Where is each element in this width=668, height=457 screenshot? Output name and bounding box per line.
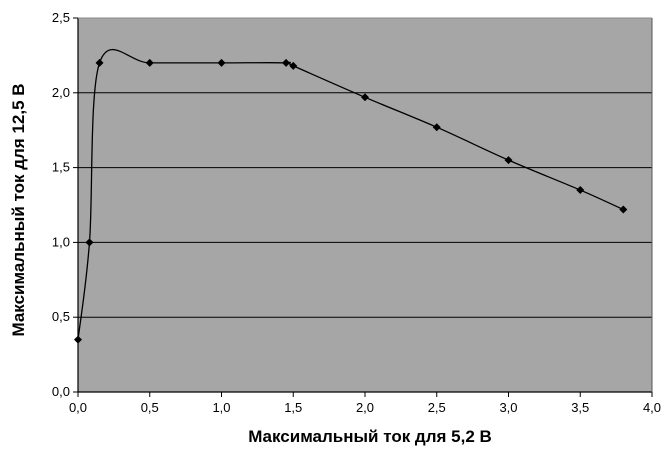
data-point (217, 58, 226, 67)
data-point (504, 156, 513, 165)
data-point (145, 58, 154, 67)
x-tick-label: 0,5 (141, 400, 159, 415)
data-point (95, 58, 104, 67)
x-tick-label: 0,0 (69, 400, 87, 415)
x-axis-title: Максимальный ток для 5,2 В (248, 427, 492, 446)
x-axis-tick-labels: 0,0 0,5 1,0 1,5 2,0 2,5 3,0 3,5 4,0 (69, 392, 661, 415)
data-markers (74, 58, 628, 344)
data-point (282, 58, 291, 67)
y-tick-label: 1,5 (52, 160, 70, 175)
data-point (619, 205, 628, 214)
x-tick-label: 2,5 (428, 400, 446, 415)
y-tick-label: 0,0 (52, 384, 70, 399)
x-tick-label: 3,0 (499, 400, 517, 415)
y-axis-title: Максимальный ток для 12,5 В (9, 83, 28, 336)
data-point (432, 123, 441, 132)
data-point (361, 93, 369, 102)
data-point (85, 238, 94, 247)
x-tick-label: 1,5 (284, 400, 302, 415)
x-tick-label: 4,0 (643, 400, 661, 415)
data-point (289, 61, 298, 70)
x-tick-label: 3,5 (571, 400, 589, 415)
x-tick-label: 1,0 (212, 400, 230, 415)
data-point (576, 186, 585, 195)
y-tick-label: 0,5 (52, 309, 70, 324)
plot-area (78, 18, 652, 392)
x-tick-label: 2,0 (356, 400, 374, 415)
data-point (74, 335, 82, 344)
y-axis-tick-labels: 0,0 0,5 1,0 1,5 2,0 2,5 (52, 10, 78, 399)
y-tick-label: 2,0 (52, 85, 70, 100)
gridlines (78, 92, 652, 318)
y-tick-label: 1,0 (52, 234, 70, 249)
y-tick-label: 2,5 (52, 10, 70, 25)
